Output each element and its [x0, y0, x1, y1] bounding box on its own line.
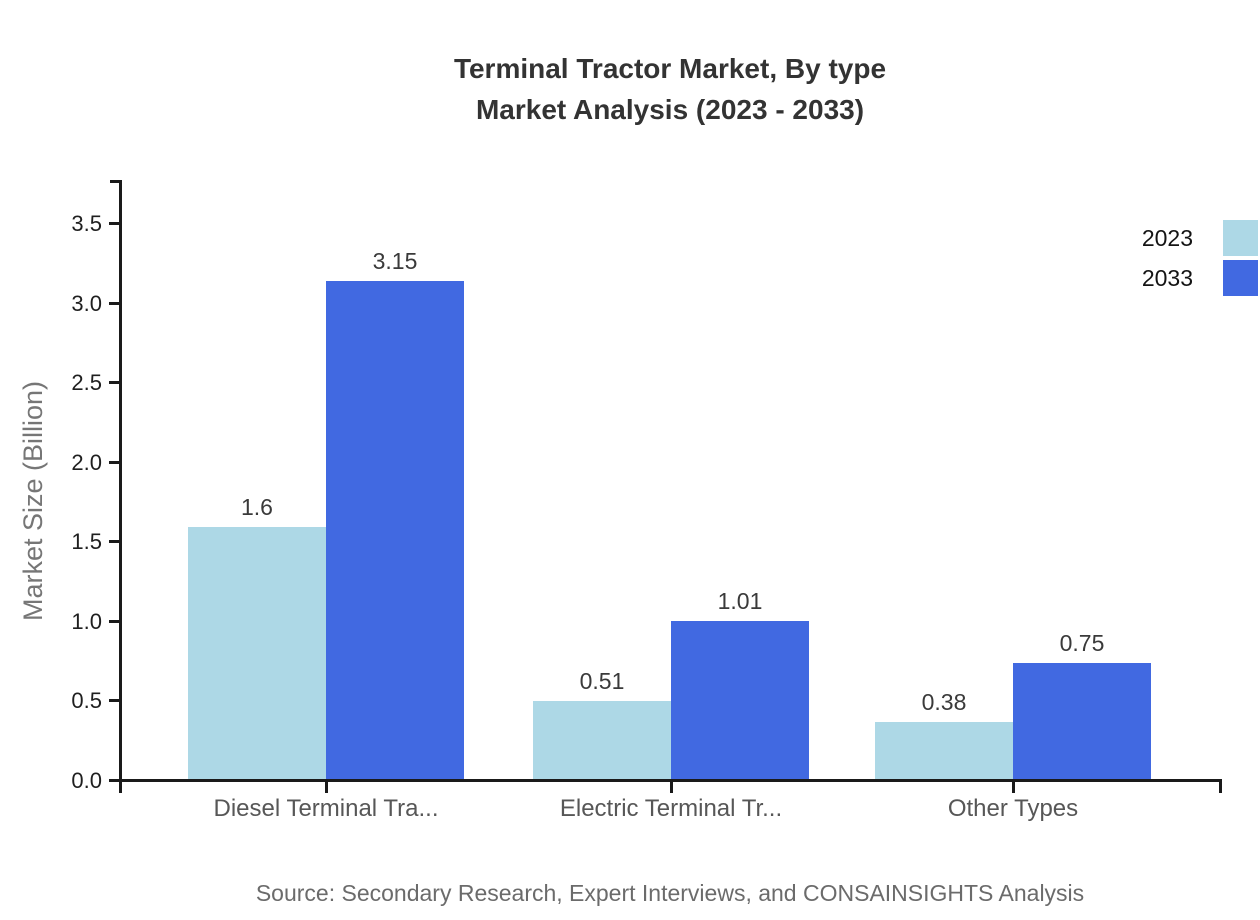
bar-2023-category-0	[188, 527, 326, 782]
y-tick-label: 0.0	[71, 768, 102, 793]
y-tick	[109, 381, 122, 384]
legend-label-2023: 2023	[1141, 225, 1193, 251]
y-tick	[109, 302, 122, 305]
x-category-label: Electric Terminal Tr...	[559, 795, 783, 822]
legend-swatch-2023	[1223, 220, 1258, 256]
y-tick-label: 3.0	[71, 291, 102, 316]
chart-title-line2: Market Analysis (2023 - 2033)	[475, 94, 865, 125]
bar-2033-category-0	[326, 281, 464, 782]
y-tick	[109, 540, 122, 543]
y-tick-label: 2.0	[71, 450, 102, 475]
y-tick-label: 1.0	[71, 609, 102, 634]
bar-value-label: 0.38	[921, 689, 967, 715]
y-axis-title: Market Size (Billion)	[18, 380, 48, 622]
x-axis-right-end-tick	[1219, 782, 1222, 793]
legend-label-2033: 2033	[1141, 265, 1193, 291]
y-tick-label: 1.5	[71, 529, 102, 554]
y-tick	[109, 779, 122, 782]
bar-value-label: 1.6	[241, 494, 273, 520]
x-tick	[325, 782, 328, 793]
bar-2023-category-1	[533, 701, 671, 782]
chart-title-line1: Terminal Tractor Market, By type	[453, 53, 887, 84]
y-tick-label: 2.5	[71, 370, 102, 395]
legend-swatch-2033	[1223, 260, 1258, 296]
bar-value-label: 3.15	[372, 248, 418, 274]
bar-2033-category-2	[1013, 663, 1151, 782]
chart-title: Terminal Tractor Market, By type Market …	[80, 48, 1260, 130]
x-tick	[670, 782, 673, 793]
y-tick	[109, 461, 122, 464]
bar-value-label: 0.51	[579, 668, 625, 694]
source-note: Source: Secondary Research, Expert Inter…	[255, 880, 1085, 906]
bar-value-label: 1.01	[717, 588, 763, 614]
y-tick-label: 3.5	[71, 211, 102, 236]
bar-value-label: 0.75	[1059, 630, 1105, 656]
bar-2023-category-2	[875, 722, 1013, 782]
y-tick-label: 0.5	[71, 688, 102, 713]
x-category-label: Other Types	[947, 795, 1079, 822]
y-axis-end-cap	[110, 180, 122, 183]
bar-2033-category-1	[671, 621, 809, 782]
y-tick	[109, 620, 122, 623]
y-tick	[109, 222, 122, 225]
x-category-label: Diesel Terminal Tra...	[213, 795, 439, 822]
x-axis-left-end-tick	[119, 782, 122, 793]
x-tick	[1012, 782, 1015, 793]
y-tick	[109, 699, 122, 702]
